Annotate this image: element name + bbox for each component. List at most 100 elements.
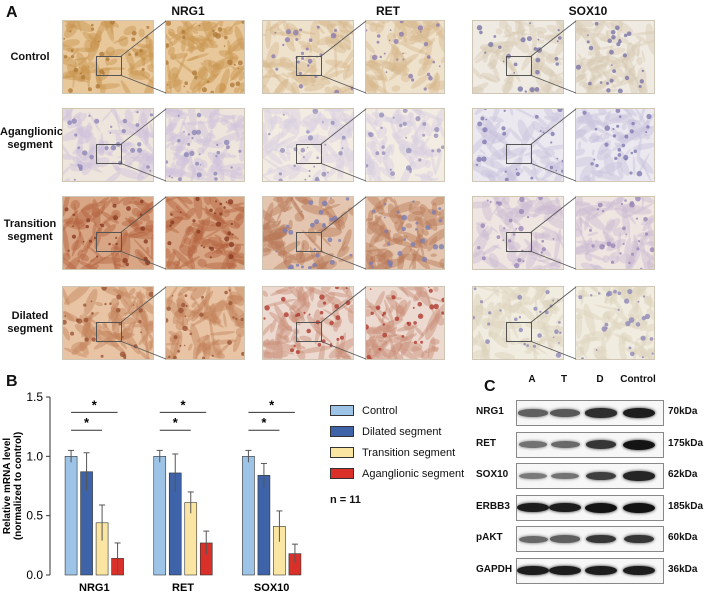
significance-star-NRG1: * [92,397,98,412]
y-axis-label: Relative mRNA level [2,438,13,535]
legend-swatch-aganglionic [330,468,354,479]
blot-band-ERBB3-Control [623,502,655,513]
column-header-nrg1: NRG1 [171,4,205,18]
blot-kda-label-pAKT: 60kDa [668,532,698,543]
row-label-control-line: Control [10,51,50,63]
panel-c-letter: C [484,378,496,395]
lane-label-1: T [560,374,568,385]
zoom-connector-control-ret [319,20,367,94]
legend-swatch-transition [330,447,354,458]
blot-protein-label-NRG1: NRG1 [476,406,504,417]
row-label-aganglionic-line1: Aganglionic [0,126,63,138]
significance-star-RET: * [180,397,186,412]
blot-band-ERBB3-T [549,502,581,513]
zoom-region-box-transition-nrg1 [96,232,122,252]
bar-RET-transition [184,502,198,576]
blot-band-pAKT-Control [623,534,655,544]
zoom-connector-transition-ret [319,196,367,270]
row-label-transition-line1: Transition [3,218,57,230]
micrograph-zoom-control-nrg1 [165,20,245,94]
blot-band-SOX10-T [550,472,580,480]
micrograph-zoom-aganglionic-sox10 [575,108,655,182]
row-label-dilated: Dilated segment [0,310,60,336]
blot-protein-label-ERBB3: ERBB3 [476,500,510,512]
x-tick-label-SOX10: SOX10 [254,582,289,594]
micrograph-zoom-aganglionic-ret [365,108,445,182]
significance-star-NRG1: * [84,415,90,430]
zoom-region-box-transition-sox10 [506,232,532,252]
significance-star-SOX10: * [261,415,267,430]
zoom-connector-aganglionic-nrg1 [119,108,167,182]
y-tick-label: 0.5 [26,509,43,523]
micrograph-transition-ret [262,196,354,270]
micrograph-control-ret [262,20,354,94]
blot-kda-label-GAPDH: 36kDa [668,563,698,575]
micrograph-aganglionic-ret [262,108,354,182]
y-tick-label: 1.0 [26,449,43,463]
lane-label-0: A [528,374,536,385]
zoom-region-box-dilated-sox10 [506,322,532,342]
micrograph-control-nrg1 [62,20,154,94]
micrograph-aganglionic-sox10 [472,108,564,182]
blot-band-RET-T [550,441,580,448]
row-label-transition: Transition segment [0,218,60,244]
blot-strip-SOX10 [516,463,664,489]
micrograph-zoom-aganglionic-nrg1 [165,108,245,182]
row-label-control: Control [0,51,60,64]
blot-band-NRG1-Control [623,408,655,418]
micrograph-aganglionic-nrg1 [62,108,154,182]
micrograph-zoom-transition-nrg1 [165,196,245,270]
x-tick-label-RET: RET [172,582,194,594]
micrograph-zoom-dilated-nrg1 [165,286,245,360]
zoom-connector-control-sox10 [529,20,577,94]
micrograph-control-sox10 [472,20,564,94]
blot-strip-GAPDH [516,557,664,584]
significance-star-SOX10: * [269,397,275,412]
blot-protein-label-GAPDH: GAPDH [476,563,513,575]
blot-band-pAKT-A [518,535,548,543]
blot-strip-NRG1 [516,400,664,426]
blot-strip-ERBB3 [516,494,664,521]
micrograph-zoom-dilated-ret [365,286,445,360]
blot-strip-pAKT [516,526,664,552]
legend-swatch-dilated [330,426,354,437]
blot-band-GAPDH-T [549,565,581,576]
blot-strip-RET [516,431,664,458]
zoom-region-box-aganglionic-ret [296,144,322,164]
blot-band-pAKT-T [550,535,580,543]
micrograph-zoom-control-ret [365,20,445,94]
blot-band-GAPDH-Control [623,565,655,576]
row-label-aganglionic: Aganglionic segment [0,126,63,152]
y-axis-label: (normalized to control) [13,432,24,540]
blot-band-SOX10-A [518,472,548,480]
y-tick-label: 0.0 [26,568,43,582]
blot-band-GAPDH-D [585,565,617,576]
zoom-region-box-dilated-ret [296,322,322,342]
blot-band-RET-A [518,441,548,448]
zoom-region-box-aganglionic-sox10 [506,144,532,164]
legend-label-control: Control [362,405,398,417]
blot-band-ERBB3-D [585,502,617,513]
zoom-connector-control-nrg1 [119,20,167,94]
blot-band-NRG1-A [518,409,548,417]
row-label-aganglionic-line2: segment [7,139,53,151]
chart-legend: Control Dilated segment Transition segme… [328,405,508,525]
legend-label-transition: Transition segment [362,447,456,459]
blot-protein-label-pAKT: pAKT [476,532,503,543]
micrograph-dilated-sox10 [472,286,564,360]
y-tick-label: 1.5 [26,390,43,404]
column-header-sox10: SOX10 [568,4,608,18]
zoom-connector-dilated-sox10 [529,286,577,360]
blot-band-SOX10-D [585,471,617,481]
blot-kda-label-RET: 175kDa [668,437,704,449]
bar-SOX10-control [242,456,255,576]
zoom-connector-aganglionic-sox10 [529,108,577,182]
zoom-connector-transition-nrg1 [119,196,167,270]
blot-band-RET-D [585,440,617,449]
blot-band-RET-Control [623,439,655,450]
blot-protein-label-RET: RET [476,437,496,449]
micrograph-dilated-ret [262,286,354,360]
lane-label-2: D [596,374,604,385]
blot-band-pAKT-D [585,534,617,544]
blot-band-SOX10-Control [623,471,655,481]
